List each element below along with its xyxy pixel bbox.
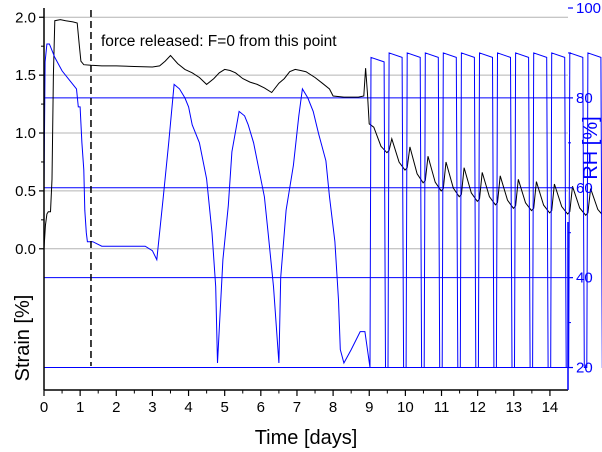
y-right-tick-label-3: 80 <box>576 90 593 107</box>
x-tick-label-11: 11 <box>434 399 450 416</box>
tick-labels: 0 1 2 3 4 5 6 7 8 9 10 11 12 13 140.00.51.01.52.020406… <box>15 0 601 416</box>
x-tick-label-3: 3 <box>148 399 156 416</box>
x-tick-label-8: 8 <box>329 399 337 416</box>
x-tick-label-13: 13 <box>505 399 522 416</box>
x-tick-label-1: 1 <box>76 399 84 416</box>
y-right-tick-label-1: 40 <box>576 270 593 287</box>
x-axis-label: Time [days] <box>255 427 358 449</box>
series-rh <box>43 43 602 368</box>
x-tick-label-10: 10 <box>397 399 414 416</box>
y-left-tick-label-0: 0.0 <box>15 241 36 258</box>
x-tick-label-0: 0 <box>40 399 48 416</box>
axes <box>43 8 569 391</box>
y-left-tick-label-3: 1.5 <box>15 67 36 84</box>
y-axis-right-label: RH [%] <box>580 116 602 179</box>
y-axis-left-label: Strain [%] <box>12 295 34 382</box>
x-tick-label-4: 4 <box>184 399 192 416</box>
x-tick-label-7: 7 <box>293 399 301 416</box>
y-left-tick-label-2: 1.0 <box>15 125 36 142</box>
x-tick-label-12: 12 <box>469 399 486 416</box>
x-tick-label-9: 9 <box>365 399 373 416</box>
x-tick-label-14: 14 <box>542 399 559 416</box>
y-left-tick-label-4: 2.0 <box>15 9 36 26</box>
series-strain <box>43 19 602 249</box>
x-tick-label-6: 6 <box>257 399 265 416</box>
y-right-tick-label-0: 20 <box>576 360 593 377</box>
y-left-tick-label-1: 0.5 <box>15 183 36 200</box>
y-right-tick-label-4: 100 <box>576 0 601 17</box>
grid-lines <box>44 16 568 369</box>
y-right-tick-label-2: 60 <box>576 180 593 197</box>
x-tick-label-2: 2 <box>112 399 120 416</box>
series-layer <box>43 19 602 368</box>
x-tick-label-5: 5 <box>221 399 229 416</box>
annotation-text: force released: F=0 from this point <box>101 33 337 50</box>
